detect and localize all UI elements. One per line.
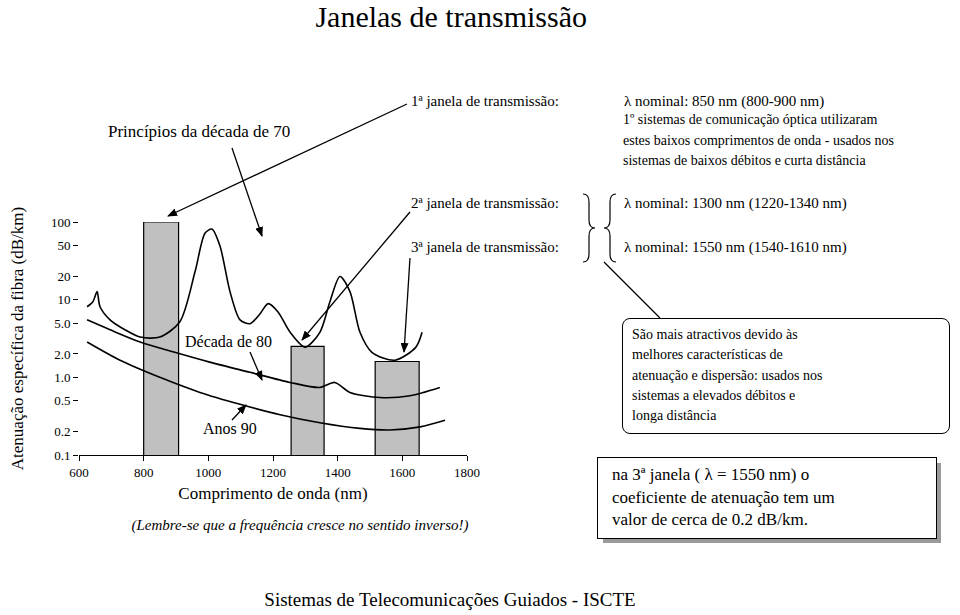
svg-text:1800: 1800: [454, 465, 480, 480]
svg-text:1000: 1000: [195, 465, 221, 480]
svg-text:Janelas de transmissão: Janelas de transmissão: [315, 0, 587, 33]
html-text:na 3ª janela ( λ = 1550 nm) o: na 3ª janela ( λ = 1550 nm) o: [612, 465, 810, 484]
html-text:1º sistemas de comunicação ópt: 1º sistemas de comunicação óptica utiliz…: [623, 112, 878, 127]
svg-text:50: 50: [57, 238, 70, 253]
html-text:Anos 90: Anos 90: [203, 420, 257, 437]
html-text:2ª janela de transmissão:: 2ª janela de transmissão:: [411, 195, 559, 211]
svg-text:1600: 1600: [389, 465, 415, 480]
html-text:λ nominal: 850 nm (800-900 nm): λ nominal: 850 nm (800-900 nm): [624, 93, 825, 109]
html-text:valor de cerca de 0.2 dB/km.: valor de cerca de 0.2 dB/km.: [612, 510, 808, 529]
svg-text:100: 100: [51, 215, 71, 230]
svg-text:800: 800: [134, 465, 154, 480]
html-text:sistemas de baixos débitos e c: sistemas de baixos débitos e curta distâ…: [623, 153, 866, 168]
svg-text:0.1: 0.1: [54, 448, 70, 463]
html-text:sistemas a elevados débitos e: sistemas a elevados débitos e: [632, 387, 796, 403]
svg-text:0.2: 0.2: [54, 424, 70, 439]
svg-text:20: 20: [57, 269, 70, 284]
svg-text:1400: 1400: [325, 465, 351, 480]
svg-text:5.0: 5.0: [54, 316, 70, 331]
svg-text:2.0: 2.0: [54, 347, 70, 362]
html-text:São mais atractivos devido às: São mais atractivos devido às: [632, 327, 798, 342]
html-text:atenuação e dispersão: usados: atenuação e dispersão: usados nos: [632, 367, 823, 383]
svg-text:600: 600: [69, 465, 89, 480]
html-text:λ nominal: 1550 nm (1540-1610: λ nominal: 1550 nm (1540-1610 nm): [624, 239, 847, 255]
html-text:Princípios da década de 70: Princípios da década de 70: [108, 122, 291, 141]
html-text:longa distância: longa distância: [632, 408, 717, 424]
svg-text:Atenuação específica da fibra: Atenuação específica da fibra (dB/km): [8, 207, 27, 470]
svg-text:1.0: 1.0: [54, 370, 70, 385]
html-text:3ª janela de transmissão:: 3ª janela de transmissão:: [411, 239, 559, 255]
html-text:λ nominal: 1300 nm (1220-1340: λ nominal: 1300 nm (1220-1340 nm): [624, 195, 847, 211]
html-text:coeficiente de atenuação tem u: coeficiente de atenuação tem um: [612, 487, 835, 507]
html-text:estes baixos comprimentos de o: estes baixos comprimentos de onda - usad…: [623, 132, 894, 148]
svg-text:0.5: 0.5: [54, 393, 70, 408]
html-text:(Lembre-se que a frequência cr: (Lembre-se que a frequência cresce no se…: [131, 517, 469, 533]
html-text:Década de 80: Década de 80: [185, 333, 273, 350]
svg-text:1200: 1200: [260, 465, 286, 480]
html-text:Sistemas de Telecomunicações G: Sistemas de Telecomunicações Guiados - I…: [264, 589, 636, 610]
svg-text:Comprimento de onda (nm): Comprimento de onda (nm): [178, 484, 367, 503]
html-text:melhores características de: melhores características de: [632, 347, 783, 363]
svg-text:10: 10: [57, 292, 70, 307]
html-text:1ª janela de transmissão:: 1ª janela de transmissão:: [411, 93, 559, 109]
